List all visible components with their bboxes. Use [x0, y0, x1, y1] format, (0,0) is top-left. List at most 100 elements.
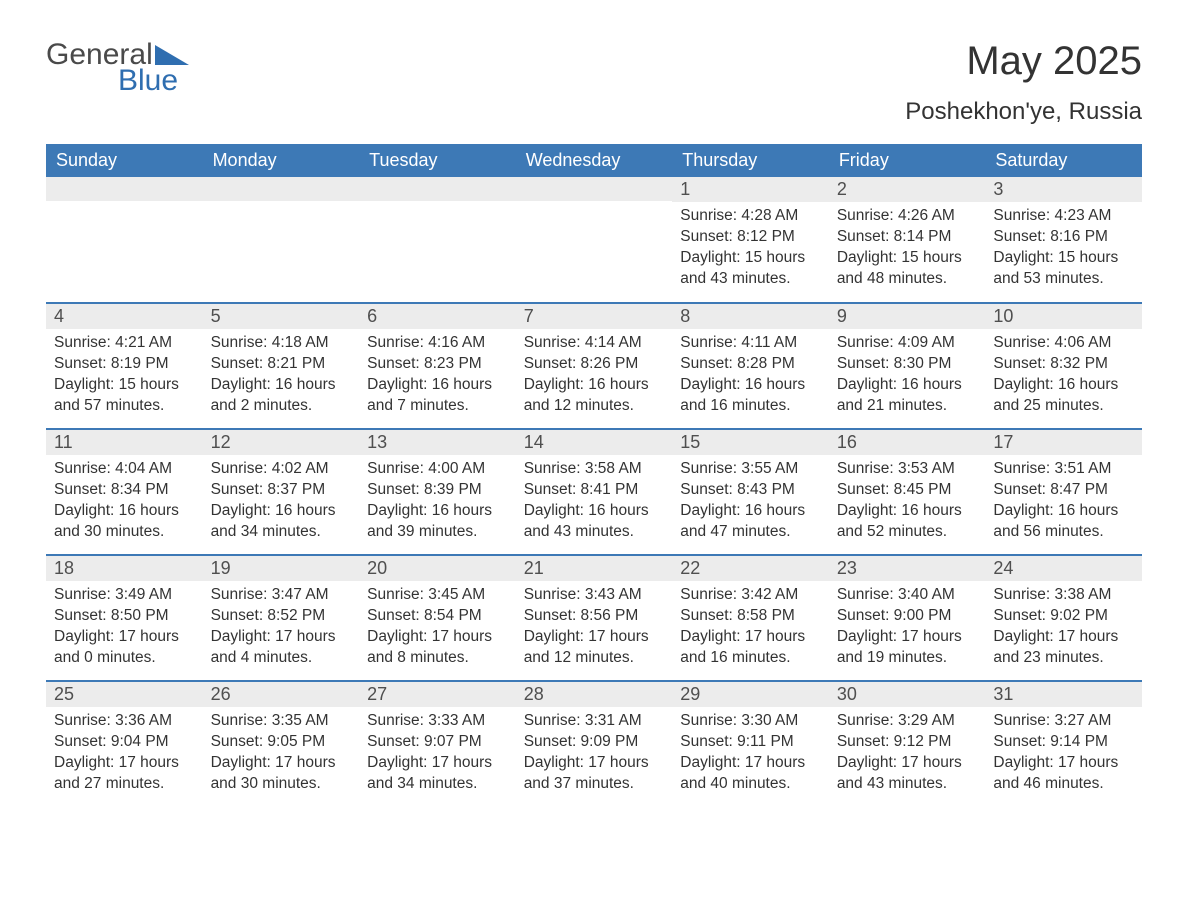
day-sunrise: Sunrise: 4:21 AM: [54, 333, 195, 354]
day-sunset: Sunset: 8:50 PM: [54, 606, 195, 627]
day-number: [203, 177, 360, 201]
day-number: [46, 177, 203, 201]
day-dl2: and 34 minutes.: [367, 774, 508, 795]
day-cell: 9Sunrise: 4:09 AMSunset: 8:30 PMDaylight…: [829, 303, 986, 429]
day-dl2: and 16 minutes.: [680, 396, 821, 417]
day-number: 6: [359, 304, 516, 329]
day-dl2: and 39 minutes.: [367, 522, 508, 543]
day-sunset: Sunset: 9:12 PM: [837, 732, 978, 753]
dow-wednesday: Wednesday: [516, 144, 673, 177]
day-body: Sunrise: 3:29 AMSunset: 9:12 PMDaylight:…: [829, 707, 986, 805]
week-row: 11Sunrise: 4:04 AMSunset: 8:34 PMDayligh…: [46, 429, 1142, 555]
day-body: Sunrise: 3:49 AMSunset: 8:50 PMDaylight:…: [46, 581, 203, 679]
day-dl2: and 43 minutes.: [837, 774, 978, 795]
day-dl2: and 30 minutes.: [211, 774, 352, 795]
day-cell: 15Sunrise: 3:55 AMSunset: 8:43 PMDayligh…: [672, 429, 829, 555]
day-dl2: and 34 minutes.: [211, 522, 352, 543]
day-sunrise: Sunrise: 3:45 AM: [367, 585, 508, 606]
day-sunset: Sunset: 8:47 PM: [993, 480, 1134, 501]
day-dl2: and 25 minutes.: [993, 396, 1134, 417]
day-cell: 16Sunrise: 3:53 AMSunset: 8:45 PMDayligh…: [829, 429, 986, 555]
day-dl2: and 47 minutes.: [680, 522, 821, 543]
day-cell: 27Sunrise: 3:33 AMSunset: 9:07 PMDayligh…: [359, 681, 516, 807]
day-cell: 3Sunrise: 4:23 AMSunset: 8:16 PMDaylight…: [985, 177, 1142, 303]
day-dl1: Daylight: 16 hours: [837, 375, 978, 396]
day-dl1: Daylight: 17 hours: [837, 627, 978, 648]
page-title: May 2025: [905, 40, 1142, 82]
day-number: 12: [203, 430, 360, 455]
day-number: [516, 177, 673, 201]
day-dl1: Daylight: 16 hours: [524, 501, 665, 522]
dow-friday: Friday: [829, 144, 986, 177]
day-sunrise: Sunrise: 3:38 AM: [993, 585, 1134, 606]
day-body: Sunrise: 4:26 AMSunset: 8:14 PMDaylight:…: [829, 202, 986, 300]
day-sunset: Sunset: 8:52 PM: [211, 606, 352, 627]
day-dl1: Daylight: 16 hours: [680, 375, 821, 396]
day-number: 3: [985, 177, 1142, 202]
day-dl2: and 40 minutes.: [680, 774, 821, 795]
day-sunset: Sunset: 9:14 PM: [993, 732, 1134, 753]
day-dl2: and 16 minutes.: [680, 648, 821, 669]
day-cell: 11Sunrise: 4:04 AMSunset: 8:34 PMDayligh…: [46, 429, 203, 555]
day-dl2: and 23 minutes.: [993, 648, 1134, 669]
day-number: 13: [359, 430, 516, 455]
day-sunrise: Sunrise: 3:49 AM: [54, 585, 195, 606]
day-body: Sunrise: 3:42 AMSunset: 8:58 PMDaylight:…: [672, 581, 829, 679]
day-number: 9: [829, 304, 986, 329]
day-sunrise: Sunrise: 3:36 AM: [54, 711, 195, 732]
day-number: 18: [46, 556, 203, 581]
day-sunrise: Sunrise: 4:04 AM: [54, 459, 195, 480]
week-row: 18Sunrise: 3:49 AMSunset: 8:50 PMDayligh…: [46, 555, 1142, 681]
day-sunset: Sunset: 9:00 PM: [837, 606, 978, 627]
day-body: Sunrise: 3:35 AMSunset: 9:05 PMDaylight:…: [203, 707, 360, 805]
day-body: Sunrise: 3:27 AMSunset: 9:14 PMDaylight:…: [985, 707, 1142, 805]
week-row: 25Sunrise: 3:36 AMSunset: 9:04 PMDayligh…: [46, 681, 1142, 807]
day-sunrise: Sunrise: 4:09 AM: [837, 333, 978, 354]
day-body: Sunrise: 4:09 AMSunset: 8:30 PMDaylight:…: [829, 329, 986, 427]
day-sunrise: Sunrise: 4:16 AM: [367, 333, 508, 354]
day-dl1: Daylight: 16 hours: [367, 375, 508, 396]
day-sunrise: Sunrise: 3:43 AM: [524, 585, 665, 606]
day-sunset: Sunset: 8:43 PM: [680, 480, 821, 501]
header: General Blue May 2025 Poshekhon'ye, Russ…: [46, 40, 1142, 126]
day-sunset: Sunset: 8:32 PM: [993, 354, 1134, 375]
day-sunset: Sunset: 9:11 PM: [680, 732, 821, 753]
dow-saturday: Saturday: [985, 144, 1142, 177]
day-cell: 23Sunrise: 3:40 AMSunset: 9:00 PMDayligh…: [829, 555, 986, 681]
day-number: 24: [985, 556, 1142, 581]
day-sunrise: Sunrise: 4:02 AM: [211, 459, 352, 480]
day-body: Sunrise: 3:43 AMSunset: 8:56 PMDaylight:…: [516, 581, 673, 679]
day-sunrise: Sunrise: 3:55 AM: [680, 459, 821, 480]
day-body: Sunrise: 3:53 AMSunset: 8:45 PMDaylight:…: [829, 455, 986, 553]
day-cell: 28Sunrise: 3:31 AMSunset: 9:09 PMDayligh…: [516, 681, 673, 807]
day-dl1: Daylight: 16 hours: [524, 375, 665, 396]
day-body: Sunrise: 4:02 AMSunset: 8:37 PMDaylight:…: [203, 455, 360, 553]
page-subtitle: Poshekhon'ye, Russia: [905, 98, 1142, 126]
day-number: 14: [516, 430, 673, 455]
day-cell: [46, 177, 203, 303]
calendar-table: Sunday Monday Tuesday Wednesday Thursday…: [46, 144, 1142, 807]
day-dl2: and 21 minutes.: [837, 396, 978, 417]
day-cell: 30Sunrise: 3:29 AMSunset: 9:12 PMDayligh…: [829, 681, 986, 807]
day-body: Sunrise: 3:36 AMSunset: 9:04 PMDaylight:…: [46, 707, 203, 805]
day-cell: 17Sunrise: 3:51 AMSunset: 8:47 PMDayligh…: [985, 429, 1142, 555]
day-sunset: Sunset: 8:23 PM: [367, 354, 508, 375]
day-dl1: Daylight: 15 hours: [54, 375, 195, 396]
day-cell: 22Sunrise: 3:42 AMSunset: 8:58 PMDayligh…: [672, 555, 829, 681]
day-cell: 10Sunrise: 4:06 AMSunset: 8:32 PMDayligh…: [985, 303, 1142, 429]
day-dl1: Daylight: 16 hours: [837, 501, 978, 522]
day-dl2: and 53 minutes.: [993, 269, 1134, 290]
day-cell: 1Sunrise: 4:28 AMSunset: 8:12 PMDaylight…: [672, 177, 829, 303]
day-cell: 31Sunrise: 3:27 AMSunset: 9:14 PMDayligh…: [985, 681, 1142, 807]
day-sunrise: Sunrise: 3:29 AM: [837, 711, 978, 732]
day-body: Sunrise: 3:40 AMSunset: 9:00 PMDaylight:…: [829, 581, 986, 679]
day-dl2: and 8 minutes.: [367, 648, 508, 669]
day-number: 11: [46, 430, 203, 455]
day-sunset: Sunset: 8:28 PM: [680, 354, 821, 375]
day-sunrise: Sunrise: 3:40 AM: [837, 585, 978, 606]
day-sunrise: Sunrise: 3:53 AM: [837, 459, 978, 480]
day-sunset: Sunset: 8:39 PM: [367, 480, 508, 501]
day-dl1: Daylight: 17 hours: [680, 753, 821, 774]
day-dl1: Daylight: 17 hours: [524, 627, 665, 648]
day-dl1: Daylight: 15 hours: [680, 248, 821, 269]
